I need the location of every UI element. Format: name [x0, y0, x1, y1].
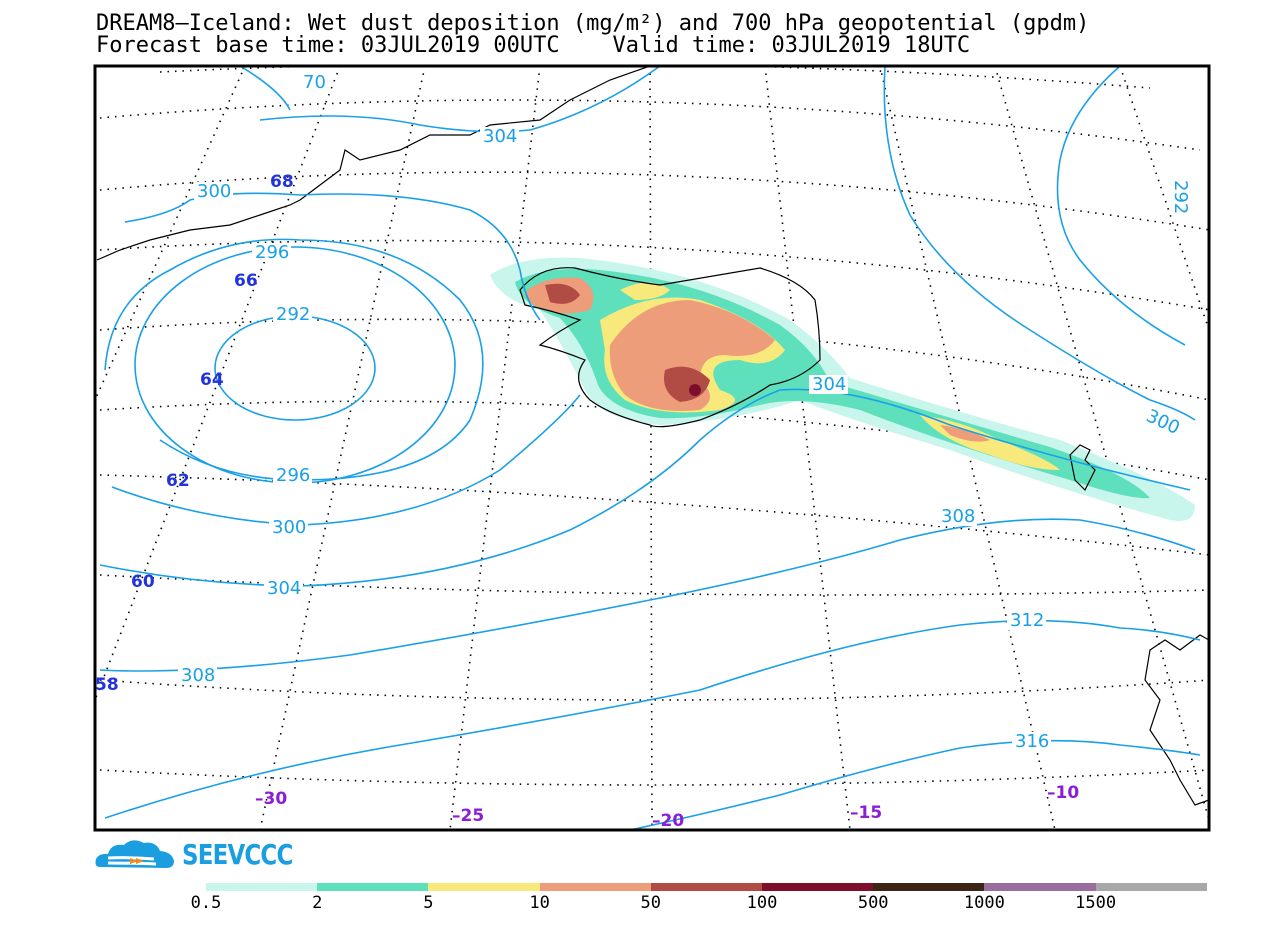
longitude-label: –10	[1047, 783, 1079, 803]
seevcc-cloud-logo	[95, 840, 174, 868]
contour-label: 308	[941, 506, 975, 527]
map-subtitle: Forecast base time: 03JUL2019 00UTC Vali…	[96, 33, 971, 58]
longitude-label: –30	[255, 789, 287, 809]
contour-label: 316	[1015, 731, 1049, 752]
legend-label: 50	[640, 893, 662, 913]
contour-label: 304	[267, 578, 301, 599]
legend-label: 5	[423, 893, 434, 913]
legend-colorbar	[206, 883, 1207, 891]
longitude-label: –15	[850, 803, 882, 823]
legend-swatch	[873, 883, 985, 891]
contour-label: 296	[255, 242, 289, 263]
latitude-label: 68	[270, 172, 294, 192]
map-frame	[93, 64, 1211, 832]
legend-swatch	[761, 883, 874, 891]
legend-labels: 0.5 2 5 10 50 100 500 1000 1500	[0, 893, 1276, 915]
latitude-label: 58	[95, 675, 119, 695]
contour-label: 300	[197, 181, 231, 202]
legend-swatch	[539, 883, 651, 891]
latitude-label: 64	[200, 370, 224, 390]
legend-label: 2	[312, 893, 323, 913]
legend-swatch	[317, 883, 429, 891]
coastlines	[96, 66, 1209, 806]
latitude-label: 62	[166, 471, 190, 491]
contour-label: 296	[276, 465, 310, 486]
legend-label: 500	[857, 893, 889, 913]
legend-swatch	[984, 883, 1096, 891]
legend-swatch	[650, 883, 762, 891]
logo-text: SEEVCCC	[182, 838, 293, 871]
contour-label: 304	[483, 126, 517, 147]
contour-label: 312	[1010, 610, 1044, 631]
contour-label: 70	[303, 72, 326, 93]
legend-label: 1000	[963, 893, 1005, 913]
contour-label: 292	[276, 304, 310, 325]
contour-label: 300	[272, 517, 306, 538]
longitude-label: –20	[652, 811, 684, 831]
legend-swatch	[1095, 883, 1207, 891]
latitude-label: 66	[234, 271, 258, 291]
legend-label: 10	[529, 893, 550, 913]
legend-swatch	[428, 883, 540, 891]
longitude-label: –25	[452, 806, 484, 826]
map-title: DREAM8—Iceland: Wet dust deposition (mg/…	[96, 11, 1090, 36]
legend-swatch	[206, 883, 318, 891]
legend-label: 1500	[1075, 893, 1117, 913]
contour-label: 308	[181, 665, 215, 686]
longitude-gridlines	[95, 66, 1209, 830]
contour-label: 304	[812, 374, 846, 395]
contour-label: 292	[1170, 180, 1191, 214]
legend-label: 0.5	[190, 893, 222, 913]
legend-label: 100	[746, 893, 778, 913]
latitude-label: 60	[131, 572, 155, 592]
